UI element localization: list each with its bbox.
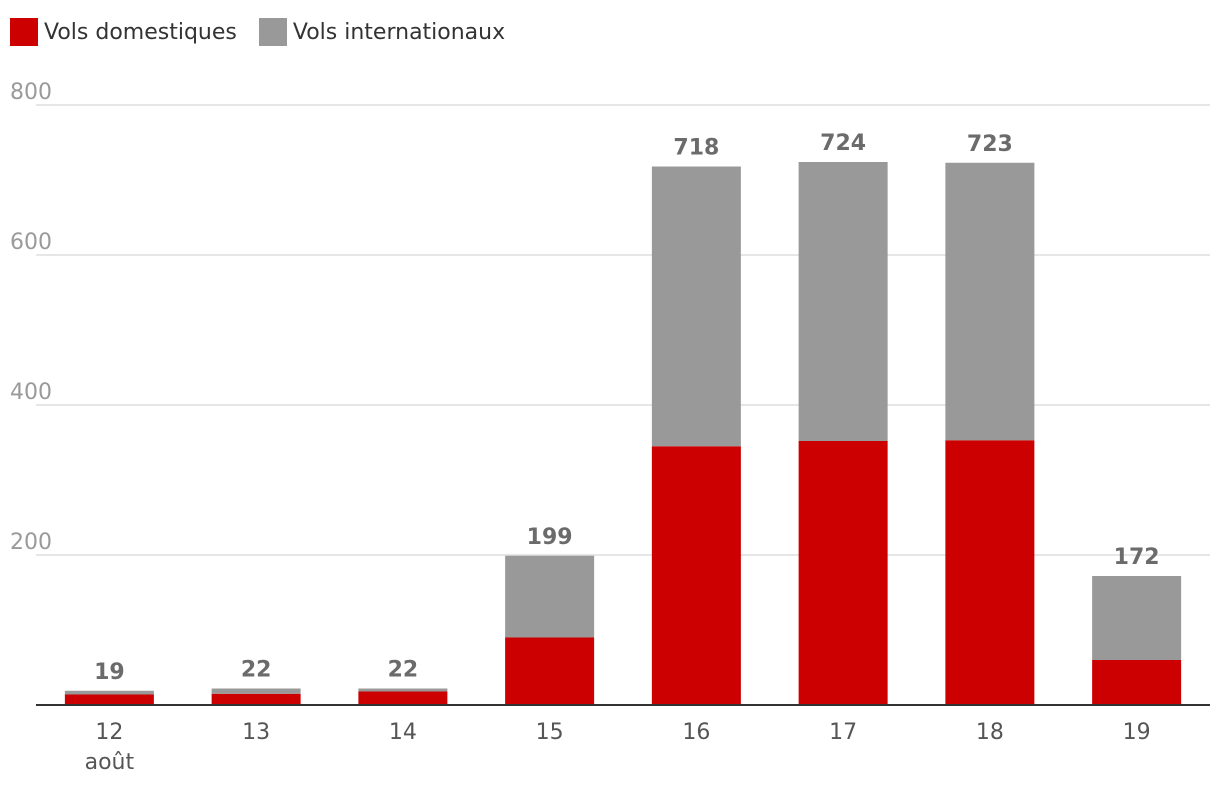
x-tick-label: 18 [976,720,1004,745]
bar-domestic-19[interactable] [1092,660,1181,705]
bar-international-19[interactable] [1092,576,1181,660]
bar-international-18[interactable] [945,163,1034,441]
bar-total-label: 19 [94,660,125,685]
bar-domestic-13[interactable] [212,694,301,705]
bar-international-12[interactable] [65,691,154,695]
bar-international-16[interactable] [652,167,741,447]
bar-international-13[interactable] [212,689,301,694]
bar-total-label: 199 [527,525,573,550]
bar-total-label: 22 [241,658,272,683]
bar-total-label: 724 [820,131,866,156]
x-tick-label: 15 [536,720,564,745]
bar-total-label: 22 [388,658,419,683]
y-tick-label: 600 [10,230,52,255]
x-tick-label: 16 [682,720,710,745]
x-tick-sublabel: août [85,750,135,775]
y-tick-label: 400 [10,380,52,405]
bar-total-label: 172 [1114,545,1160,570]
x-tick-label: 12 [95,720,123,745]
y-tick-label: 800 [10,80,52,105]
x-tick-label: 13 [242,720,270,745]
y-tick-label: 200 [10,530,52,555]
bar-total-label: 723 [967,132,1013,157]
bar-international-17[interactable] [799,162,888,441]
bar-domestic-16[interactable] [652,446,741,705]
x-tick-label: 17 [829,720,857,745]
bar-international-15[interactable] [505,556,594,638]
bar-domestic-12[interactable] [65,695,154,706]
bar-domestic-18[interactable] [945,440,1034,705]
bar-total-label: 718 [673,136,719,161]
bar-domestic-15[interactable] [505,638,594,706]
x-tick-label: 19 [1123,720,1151,745]
x-tick-label: 14 [389,720,417,745]
bar-domestic-17[interactable] [799,441,888,705]
bar-international-14[interactable] [358,689,447,692]
bar-domestic-14[interactable] [358,692,447,706]
